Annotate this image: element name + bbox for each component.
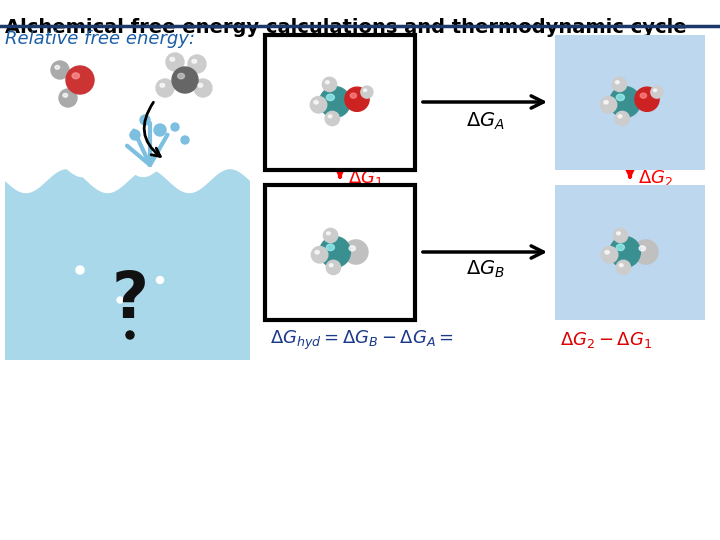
Ellipse shape [327, 232, 330, 235]
Circle shape [320, 86, 351, 117]
Circle shape [323, 228, 338, 242]
Circle shape [612, 77, 626, 92]
Circle shape [600, 97, 617, 113]
Circle shape [130, 130, 140, 140]
Ellipse shape [616, 232, 621, 235]
Text: $\Delta G_B$: $\Delta G_B$ [466, 259, 505, 280]
Ellipse shape [616, 94, 624, 100]
Ellipse shape [315, 251, 319, 254]
Circle shape [323, 77, 337, 92]
Circle shape [345, 87, 369, 111]
Circle shape [154, 124, 166, 136]
Circle shape [51, 61, 69, 79]
Circle shape [76, 266, 84, 274]
Ellipse shape [63, 93, 68, 97]
Circle shape [126, 331, 134, 339]
Circle shape [651, 86, 663, 98]
Circle shape [361, 86, 373, 98]
Ellipse shape [616, 81, 619, 84]
Circle shape [344, 240, 368, 264]
Bar [5, 165, 250, 360]
Ellipse shape [639, 246, 645, 251]
Ellipse shape [640, 93, 647, 98]
Ellipse shape [55, 65, 60, 69]
Text: $\Delta G_{hyd} = \Delta G_B - \Delta G_A = $: $\Delta G_{hyd} = \Delta G_B - \Delta G_… [270, 328, 454, 352]
Text: $\Delta G_A$: $\Delta G_A$ [466, 111, 505, 132]
Circle shape [634, 240, 658, 264]
Ellipse shape [178, 73, 184, 79]
Circle shape [610, 86, 640, 117]
Bar [555, 185, 705, 320]
Circle shape [320, 237, 351, 267]
Ellipse shape [364, 89, 366, 92]
Circle shape [613, 228, 628, 242]
Circle shape [66, 66, 94, 94]
Ellipse shape [350, 93, 356, 98]
Ellipse shape [604, 100, 608, 104]
Circle shape [156, 276, 163, 284]
Text: $\Delta G_2 - \Delta G_1$: $\Delta G_2 - \Delta G_1$ [560, 330, 652, 350]
Ellipse shape [198, 83, 202, 87]
Text: Relative free energy:: Relative free energy: [5, 30, 195, 48]
Circle shape [326, 260, 341, 274]
Circle shape [610, 237, 640, 267]
Circle shape [310, 97, 327, 113]
Circle shape [601, 246, 618, 263]
Circle shape [635, 87, 659, 111]
Ellipse shape [192, 59, 197, 63]
Ellipse shape [616, 244, 624, 251]
Circle shape [615, 111, 629, 126]
Circle shape [172, 67, 198, 93]
Ellipse shape [326, 94, 334, 100]
Text: Alchemical free energy calculations and thermodynamic cycle: Alchemical free energy calculations and … [5, 18, 687, 37]
Circle shape [188, 55, 206, 73]
Circle shape [325, 111, 339, 126]
Circle shape [616, 260, 631, 274]
Circle shape [171, 123, 179, 131]
Ellipse shape [325, 81, 329, 84]
Text: $\Delta G_1$: $\Delta G_1$ [348, 167, 383, 187]
Ellipse shape [170, 57, 175, 61]
FancyArrowPatch shape [144, 102, 161, 157]
Bar [555, 35, 705, 170]
Ellipse shape [72, 73, 79, 79]
Ellipse shape [329, 264, 333, 267]
Text: $\Delta G_2$: $\Delta G_2$ [638, 167, 673, 187]
Ellipse shape [160, 83, 165, 87]
Circle shape [140, 115, 150, 125]
Circle shape [156, 79, 174, 97]
Ellipse shape [349, 246, 356, 251]
Ellipse shape [326, 244, 334, 251]
Ellipse shape [605, 251, 609, 254]
Circle shape [59, 89, 77, 107]
Bar [265, 185, 415, 320]
Ellipse shape [328, 115, 332, 118]
Ellipse shape [654, 89, 657, 92]
Ellipse shape [618, 115, 622, 118]
Circle shape [181, 136, 189, 144]
Circle shape [117, 297, 123, 303]
Ellipse shape [314, 100, 318, 104]
Circle shape [194, 79, 212, 97]
Ellipse shape [619, 264, 623, 267]
Bar [265, 35, 415, 170]
Circle shape [166, 53, 184, 71]
Text: ?: ? [112, 269, 148, 331]
Circle shape [311, 246, 328, 263]
